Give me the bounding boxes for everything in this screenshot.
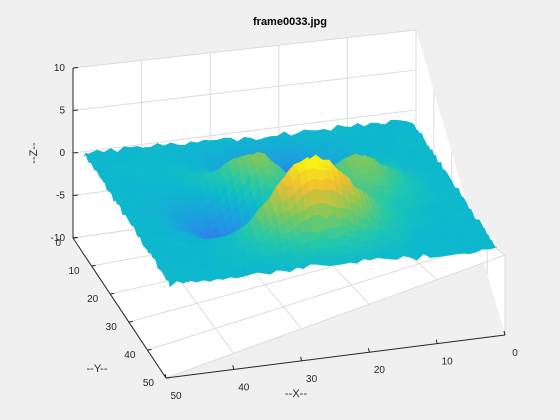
y-tick-label: 0 [55,238,61,249]
x-tick-mark [300,356,303,361]
surface-plot [83,119,498,288]
grid-line-z [72,69,417,111]
y-tick-mark [91,265,96,267]
x-tick-label: 10 [442,357,454,368]
z-tick-mark [72,67,79,69]
z-tick-label: -5 [56,191,65,202]
y-tick-label: 10 [68,266,80,277]
z-tick-mark [72,109,79,111]
y-tick-label: 30 [106,322,118,333]
z-tick-mark [72,194,79,196]
x-tick-label: 0 [512,348,518,359]
x-tick-mark [164,373,167,379]
z-axis-ticks: -10 -5 0 5 10 [51,63,79,244]
z-axis-label: --Z-- [28,142,40,164]
y-tick-label: 40 [124,350,136,361]
y-tick-mark [147,349,152,351]
grid-line-floor [147,241,488,351]
z-tick-mark [72,152,79,154]
x-tick-label: 20 [374,365,386,376]
x-tick-mark [232,365,235,370]
y-axis-ticks: 0 10 20 30 40 50 [55,237,171,389]
y-tick-mark [165,377,171,379]
y-tick-mark [110,293,115,295]
y-tick-label: 50 [143,378,155,389]
y-tick-mark [72,237,78,239]
x-tick-label: 30 [306,374,318,385]
x-tick-mark [367,348,370,353]
x-axis-label: --X-- [285,388,307,400]
y-axis-line [72,237,167,379]
x-axis-ticks: 0 10 20 30 40 50 [164,330,518,402]
grid-line-z [72,109,417,154]
y-tick-mark [128,321,133,323]
y-axis-label: --Y-- [87,363,108,375]
grid-line-z [72,29,417,69]
x-tick-label: 50 [170,391,182,402]
x-axis-line [165,334,506,379]
y-tick-label: 20 [87,294,99,305]
grid-line-floor [165,254,506,379]
chart-title: frame0033.jpg [253,16,327,28]
z-tick-label: 0 [59,148,65,159]
x-tick-label: 40 [238,382,250,393]
z-tick-label: 10 [54,63,66,74]
surface-patch [167,278,178,288]
z-tick-label: 5 [59,106,65,117]
x-tick-mark [503,330,506,336]
z-tick-label: -10 [51,233,66,244]
x-tick-mark [435,339,438,344]
